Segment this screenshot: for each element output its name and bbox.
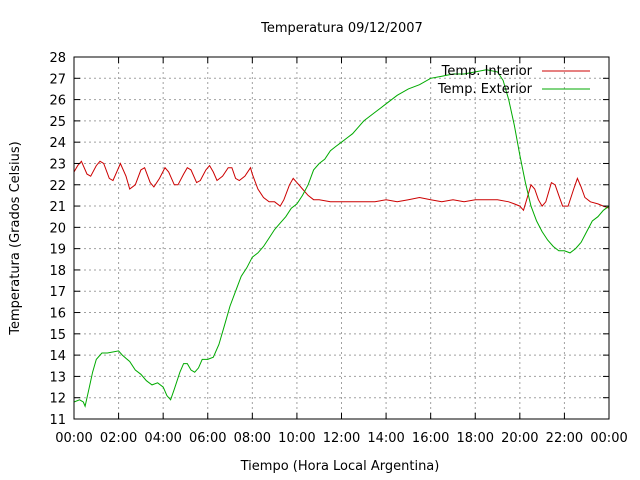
x-tick-label: 00:00 [55,431,92,446]
x-tick-label: 10:00 [278,431,315,446]
y-tick-label: 19 [49,243,66,258]
x-tick-label: 00:00 [590,431,627,446]
y-tick-label: 27 [49,72,66,87]
chart-title: Temperatura 09/12/2007 [260,21,423,36]
y-tick-label: 28 [49,51,66,66]
y-tick-label: 15 [49,328,66,343]
y-tick-label: 11 [49,413,66,428]
y-tick-labels: 11 12 13 14 15 16 17 18 19 20 21 22 23 24 25 26 27 28 [49,51,66,428]
x-tick-label: 04:00 [144,431,181,446]
x-tick-label: 20:00 [501,431,538,446]
y-tick-label: 12 [49,392,66,407]
series-line-interior [73,160,610,212]
y-tick-label: 25 [49,115,66,130]
legend-label-exterior: Temp. Exterior [437,82,533,97]
y-tick-label: 14 [49,349,66,364]
y-tick-label: 26 [49,94,66,109]
x-tick-label: 06:00 [189,431,226,446]
y-tick-label: 18 [49,264,66,279]
x-tick-label: 02:00 [100,431,137,446]
legend-label-interior: Temp. Interior [441,64,533,79]
y-tick-label: 17 [49,285,66,300]
y-axis-label: Temperatura (Grados Celsius) [8,141,23,335]
x-tick-label: 14:00 [367,431,404,446]
series-line-exterior [73,69,610,408]
x-tick-label: 16:00 [412,431,449,446]
axis-ticks [73,56,610,420]
x-tick-label: 08:00 [234,431,271,446]
y-tick-label: 21 [49,200,66,215]
series-lines [73,69,610,408]
y-tick-label: 20 [49,221,66,236]
y-tick-label: 22 [49,179,66,194]
legend: Temp. Interior Temp. Exterior [437,64,590,97]
y-tick-label: 23 [49,157,66,172]
x-tick-label: 18:00 [457,431,494,446]
y-tick-label: 13 [49,370,66,385]
x-tick-label: 12:00 [323,431,360,446]
y-tick-label: 16 [49,307,66,322]
x-axis-label: Tiempo (Hora Local Argentina) [240,459,440,474]
y-tick-label: 24 [49,136,66,151]
grid-lines [74,57,609,419]
x-tick-label: 22:00 [546,431,583,446]
x-tick-labels: 00:00 02:00 04:00 06:00 08:00 10:00 12:00 14:00… [55,431,627,446]
